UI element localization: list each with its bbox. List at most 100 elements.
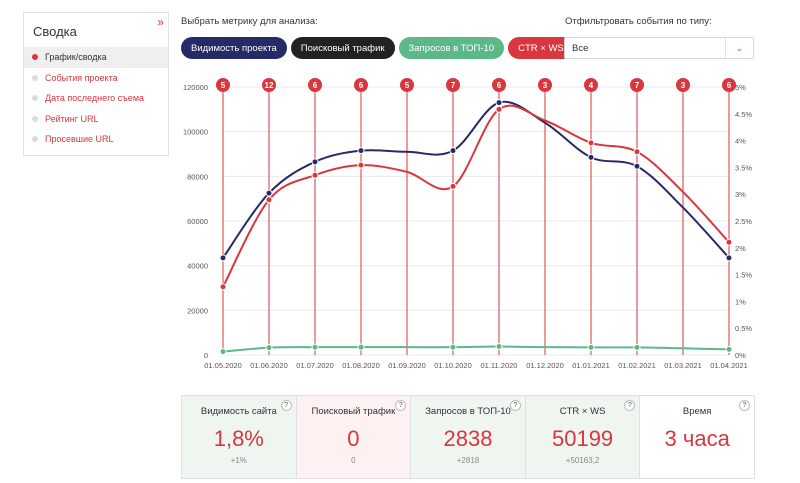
stat-delta: +2818 bbox=[456, 456, 480, 465]
sidebar-item-label: Дата последнего съема bbox=[45, 93, 145, 104]
stat-value: 1,8% bbox=[213, 426, 264, 451]
event-type-select[interactable]: Все ⌄ bbox=[564, 37, 754, 59]
event-filter-label: Отфильтровать события по типу: bbox=[565, 16, 712, 27]
stat-delta: +50163,2 bbox=[565, 456, 600, 465]
sidebar-title: Сводка bbox=[33, 24, 77, 39]
event-badge bbox=[584, 78, 598, 92]
pill-visibility[interactable]: Видимость проекта bbox=[181, 37, 287, 59]
data-point bbox=[219, 254, 227, 262]
data-point bbox=[587, 343, 595, 351]
y-left-tick-label: 120000 bbox=[183, 83, 208, 92]
sidebar-menu: График/сводка События проекта Дата после… bbox=[24, 47, 168, 150]
x-tick-label: 01.04.2021 bbox=[710, 361, 748, 370]
event-badge bbox=[538, 78, 552, 92]
data-point bbox=[725, 238, 733, 246]
event-badge bbox=[722, 78, 736, 92]
bullet-icon bbox=[32, 136, 38, 143]
event-count: 6 bbox=[359, 81, 364, 90]
help-icon[interactable]: ? bbox=[509, 400, 521, 411]
event-badge bbox=[630, 78, 644, 92]
y-left-tick-label: 100000 bbox=[183, 128, 208, 137]
help-icon[interactable]: ? bbox=[280, 400, 292, 411]
event-count: 6 bbox=[313, 81, 318, 90]
event-badge bbox=[446, 78, 460, 92]
data-point bbox=[449, 343, 457, 351]
data-point bbox=[495, 99, 503, 107]
data-point bbox=[357, 147, 365, 155]
pill-top10-queries[interactable]: Запросов в ТОП-10 bbox=[398, 37, 505, 59]
event-count: 7 bbox=[451, 81, 456, 90]
event-badge bbox=[492, 78, 506, 92]
stat-value: 0 bbox=[347, 426, 360, 451]
bullet-icon bbox=[32, 54, 38, 61]
data-point bbox=[265, 344, 273, 352]
help-icon[interactable]: ? bbox=[395, 400, 407, 411]
stat-card-search-traffic: ? Поисковый трафик 0 0 bbox=[296, 396, 412, 478]
metric-pills: Видимость проекта Поисковый трафик Запро… bbox=[181, 37, 594, 59]
x-tick-label: 01.12.2020 bbox=[526, 361, 564, 370]
y-right-tick-label: 0% bbox=[735, 351, 746, 360]
stat-card-ctr-ws: ? CTR × WS 50199 +50163,2 bbox=[525, 396, 641, 478]
event-badge bbox=[354, 78, 368, 92]
x-tick-label: 01.03.2021 bbox=[664, 361, 702, 370]
data-point bbox=[449, 147, 457, 155]
x-tick-label: 01.06.2020 bbox=[250, 361, 288, 370]
event-count: 5 bbox=[405, 81, 410, 90]
x-tick-label: 01.08.2020 bbox=[342, 361, 380, 370]
data-point bbox=[633, 343, 641, 351]
event-count: 6 bbox=[497, 81, 502, 90]
x-tick-label: 01.07.2020 bbox=[296, 361, 334, 370]
x-tick-label: 01.02.2021 bbox=[618, 361, 656, 370]
sidebar-item-project-events[interactable]: События проекта bbox=[24, 68, 168, 89]
data-point bbox=[311, 158, 319, 166]
bullet-icon bbox=[32, 115, 38, 122]
data-point bbox=[587, 153, 595, 161]
collapse-sidebar-icon[interactable]: » bbox=[157, 15, 164, 29]
sidebar-item-label: Рейтинг URL bbox=[45, 113, 99, 124]
data-point bbox=[587, 139, 595, 147]
data-point bbox=[219, 348, 227, 356]
data-point bbox=[725, 254, 733, 262]
y-left-tick-label: 0 bbox=[204, 351, 208, 360]
pill-search-traffic[interactable]: Поисковый трафик bbox=[290, 37, 395, 59]
event-badge bbox=[216, 78, 230, 92]
stat-label: Поисковый трафик bbox=[311, 406, 396, 417]
pill-ctr-ws[interactable]: CTR × WS bbox=[508, 37, 574, 59]
event-count: 4 bbox=[589, 81, 594, 90]
stat-label: Видимость сайта bbox=[200, 406, 277, 417]
stat-card-top10-queries: ? Запросов в ТОП-10 2838 +2818 bbox=[411, 396, 526, 478]
sidebar: Сводка » График/сводка События проекта Д… bbox=[23, 12, 169, 156]
y-right-tick-label: 1.5% bbox=[735, 271, 752, 280]
sidebar-item-dropped-urls[interactable]: Просевшие URL bbox=[24, 129, 168, 150]
y-right-tick-label: 3% bbox=[735, 190, 746, 199]
sidebar-item-chart-summary[interactable]: График/сводка bbox=[24, 47, 168, 68]
y-left-tick-label: 80000 bbox=[187, 172, 208, 181]
data-point bbox=[311, 343, 319, 351]
y-right-tick-label: 2% bbox=[735, 244, 746, 253]
sidebar-item-label: Просевшие URL bbox=[45, 134, 114, 145]
x-tick-label: 01.11.2020 bbox=[481, 361, 518, 370]
sidebar-item-label: События проекта bbox=[45, 72, 118, 83]
series-line bbox=[222, 104, 730, 288]
event-count: 5 bbox=[221, 81, 226, 90]
sidebar-item-last-crawl-date[interactable]: Дата последнего съема bbox=[24, 88, 168, 109]
stat-value: 50199 bbox=[551, 426, 614, 451]
series-line bbox=[222, 100, 730, 259]
y-right-tick-label: 2.5% bbox=[735, 217, 752, 226]
event-count: 6 bbox=[727, 81, 732, 90]
x-tick-label: 01.09.2020 bbox=[388, 361, 426, 370]
stat-value: 2838 bbox=[443, 426, 493, 451]
sidebar-item-url-rating[interactable]: Рейтинг URL bbox=[24, 109, 168, 130]
data-point bbox=[633, 162, 641, 170]
chevron-down-icon: ⌄ bbox=[725, 38, 753, 58]
event-badge bbox=[308, 78, 322, 92]
stat-value: 3 часа bbox=[664, 426, 730, 451]
event-badge bbox=[262, 78, 276, 92]
data-point bbox=[219, 283, 227, 291]
data-point bbox=[725, 345, 733, 353]
help-icon[interactable]: ? bbox=[738, 400, 750, 411]
metric-select-label: Выбрать метрику для анализа: bbox=[181, 16, 318, 27]
stat-card-time: ? Время 3 часа bbox=[640, 396, 754, 478]
y-right-tick-label: 0.5% bbox=[735, 324, 752, 333]
help-icon[interactable]: ? bbox=[624, 400, 636, 411]
